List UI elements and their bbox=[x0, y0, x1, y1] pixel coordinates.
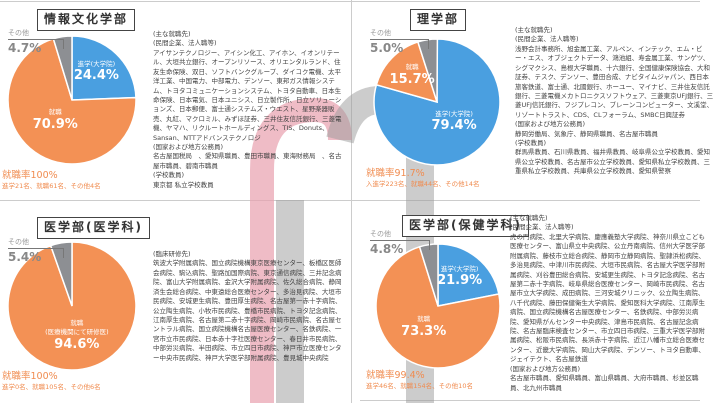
list-body: 東京都 私立学校教員 bbox=[153, 180, 214, 189]
slice-label: 就職 bbox=[417, 314, 431, 323]
employment-rate: 就職率99.4% bbox=[366, 370, 425, 381]
section-title: 医学部(保健学科) bbox=[402, 215, 529, 237]
other-percent: 5.0% bbox=[370, 41, 404, 55]
list-body: 虎の門病院、北里大学病院、慶應義塾大学病院、神奈川県立こども医療センター、富山県… bbox=[510, 232, 705, 364]
bottom-divider bbox=[360, 400, 700, 401]
list-body: 筑波大学附属病院、国立病院機構東京医療センター、板橋区医師会病院、駒込病院、聖路… bbox=[153, 259, 342, 362]
slice-percent: 79.4% bbox=[431, 118, 477, 134]
breakdown-counts: 入進学223名、就職44名、その他14名 bbox=[366, 180, 480, 188]
slice-label-group: 進学(大学院) 79.4% bbox=[409, 110, 499, 135]
destination-list: (主な就職先) (民間企業、法人職等) 浅野会計事務所、旭金属工業、アルペン、インテ… bbox=[515, 26, 715, 177]
pie-chart bbox=[375, 243, 501, 369]
slice-label: 就職 bbox=[405, 62, 419, 71]
list-heading: (臨床研修先) bbox=[153, 250, 191, 258]
other-label: その他 bbox=[8, 29, 29, 37]
employment-rate: 就職率100% bbox=[2, 170, 58, 181]
other-percent: 4.7% bbox=[8, 41, 42, 55]
slice-label: 就職 (医療機関にて研修医) bbox=[45, 319, 109, 337]
destination-list: (主な就職先) (民間企業、法人職等) アイサンテクノロジー、アイシン化工、アイホン… bbox=[153, 30, 345, 190]
list-heading: (学校教員) bbox=[515, 139, 547, 148]
list-heading: (民間企業、法人職等) bbox=[153, 39, 217, 48]
list-body: 群馬県教員、石川県教員、福井県教員、岐阜県公立学校教員、愛知県公立学校教員、名古… bbox=[515, 148, 710, 176]
employment-rate: 就職率100% bbox=[2, 371, 58, 382]
slice-label-group: 就職 15.7% bbox=[367, 63, 457, 88]
list-body: 浅野会計事務所、旭金属工業、アルペン、インテック、エム・ビー・エス、オブジェクト… bbox=[515, 44, 714, 119]
section-title: 情報文化学部 bbox=[37, 9, 136, 31]
section-title: 理学部 bbox=[410, 9, 467, 31]
slice-percent: 24.4% bbox=[73, 68, 119, 84]
list-body: 名古屋国税局 、愛知県職員、豊田市職員、東海財務局 、名古屋市職員、碧南市職員 bbox=[153, 152, 342, 170]
list-heading: (民間企業、法人職等) bbox=[515, 35, 579, 44]
pie-chart bbox=[7, 241, 137, 371]
list-heading: (主な就職先) bbox=[515, 26, 553, 34]
slice-label-group: 就職 70.9% bbox=[10, 108, 100, 133]
other-leader-line bbox=[8, 248, 64, 258]
employment-rate: 就職率91.7% bbox=[366, 168, 425, 179]
pie-chart bbox=[7, 35, 137, 165]
slice-label: 進学(大学院) bbox=[77, 59, 116, 68]
other-leader-line bbox=[370, 240, 430, 250]
slice-label-group: 就職 (医療機関にて研修医) 94.6% bbox=[32, 319, 122, 353]
destination-list: (主な就職先) (民間企業、法人職等) 虎の門病院、北里大学病院、慶應義塾大学病院、… bbox=[510, 214, 710, 393]
list-heading: (国家および地方公務員) bbox=[515, 120, 586, 129]
top-divider bbox=[0, 1, 700, 2]
pie-slice-employ bbox=[7, 37, 137, 165]
section-title: 医学部(医学科) bbox=[37, 217, 150, 239]
list-body: アイサンテクノロジー、アイシン化工、アイホン、イオンリテール、大垣共立銀行、オー… bbox=[153, 48, 342, 142]
list-heading: (主な就職先) bbox=[153, 30, 191, 38]
other-percent: 5.4% bbox=[8, 250, 42, 264]
slice-percent: 70.9% bbox=[32, 117, 78, 133]
list-heading: (国家および地方公務員) bbox=[510, 364, 581, 373]
list-body: 名古屋市職員、愛知県職員、富山県職員、大府市職員、杉並区職員、北九州市職員 bbox=[510, 374, 699, 392]
breakdown-counts: 進学0名、就職105名、その他6名 bbox=[2, 383, 101, 391]
breakdown-counts: 進学21名、就職61名、その他4名 bbox=[2, 182, 101, 190]
slice-percent: 21.9% bbox=[437, 273, 483, 289]
pie-slice-advance bbox=[71, 35, 137, 101]
pie-slice-other bbox=[49, 241, 73, 307]
slice-percent: 15.7% bbox=[389, 71, 435, 87]
pie-slice-other bbox=[52, 35, 73, 101]
pie-slice-advance bbox=[437, 243, 500, 307]
middle-divider bbox=[0, 200, 700, 201]
list-heading: (国家および地方公務員) bbox=[153, 143, 224, 152]
list-heading: (学校教員) bbox=[153, 171, 185, 180]
pie-slice-employ bbox=[375, 41, 439, 104]
center-divider bbox=[351, 0, 352, 403]
other-label: その他 bbox=[370, 230, 391, 238]
slice-label-group: 進学(大学院) 21.9% bbox=[415, 265, 505, 290]
slice-percent: 73.3% bbox=[401, 323, 447, 339]
slice-label: 就職 bbox=[48, 108, 62, 117]
other-label: その他 bbox=[8, 238, 29, 246]
slice-label: 進学(大学院) bbox=[440, 264, 479, 273]
slice-label-group: 就職 73.3% bbox=[379, 315, 469, 340]
list-body: 静岡労働局、気象庁、静岡県職員、名古屋市職員 bbox=[515, 129, 658, 138]
list-heading: (主な就職先) bbox=[510, 214, 548, 222]
slice-label-group: 進学(大学院) 24.4% bbox=[51, 60, 141, 85]
breakdown-counts: 進学46名、就職154名、その他10名 bbox=[366, 382, 473, 390]
pie-chart bbox=[373, 38, 501, 166]
slice-label: 進学(大学院) bbox=[435, 109, 473, 118]
list-heading: (民間企業、法人職等) bbox=[510, 223, 574, 232]
other-leader-line bbox=[8, 39, 64, 49]
destination-list: (臨床研修先) 筑波大学附属病院、国立病院機構東京医療センター、板橋区医師会病院、… bbox=[153, 250, 345, 363]
other-leader-line bbox=[370, 39, 429, 49]
other-percent: 4.8% bbox=[370, 242, 404, 256]
other-label: その他 bbox=[370, 29, 391, 37]
slice-percent: 94.6% bbox=[54, 336, 100, 352]
pie-slice-other bbox=[418, 243, 439, 307]
pie-slice-employ bbox=[375, 245, 501, 369]
